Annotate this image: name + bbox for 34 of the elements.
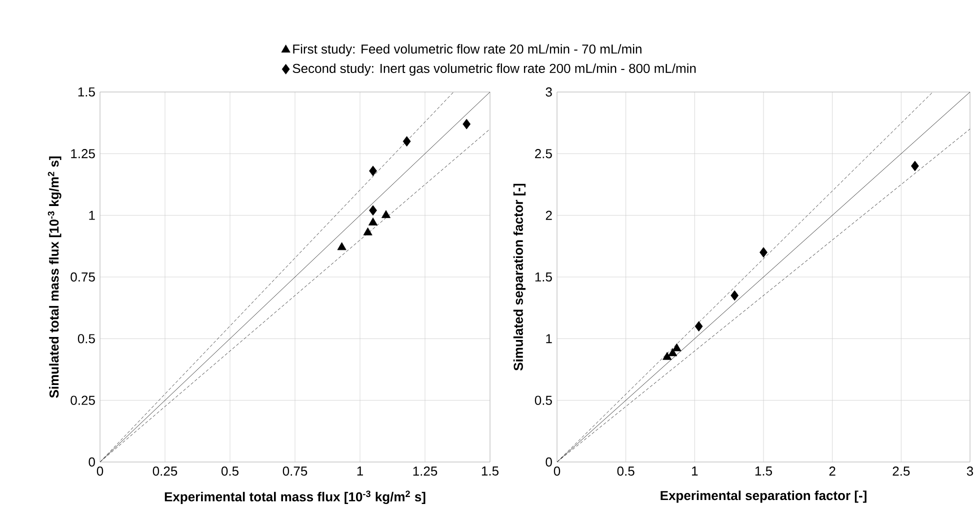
y-tick-label: 1.5 (78, 87, 95, 97)
x-tick-label: 0 (96, 466, 104, 476)
y-tick-label: 1.25 (71, 149, 95, 158)
y-tick-label: 0 (88, 457, 95, 467)
y-tick-label: 2.5 (535, 149, 552, 158)
y-tick-label: 0.25 (70, 396, 95, 405)
y-tick-label: 1 (546, 334, 552, 344)
x-tick-label: 0.5 (617, 466, 634, 476)
x-tick-label: 0.25 (152, 466, 178, 476)
x-tick-label: 1.5 (482, 466, 498, 476)
y-axis-title: Simulated separation factor [-] (513, 184, 526, 371)
x-tick-label: 2 (829, 466, 836, 476)
legend-label: Second study: Inert gas volumetric flow rate 200 mL/min - 800 mL/min (292, 63, 696, 76)
x-tick-label: 0.5 (221, 466, 238, 476)
x-tick-label: 1.25 (413, 466, 438, 476)
y-tick-label: 0.5 (78, 334, 95, 344)
y-tick-label: 0.75 (70, 272, 95, 282)
x-axis-title: Experimental total mass flux [10$^{-3}$ kg/m$^{2}$ s] (164, 490, 426, 504)
x-tick-label: 1 (692, 466, 698, 476)
y-tick-label: 2 (546, 210, 552, 220)
y-tick-label: 0.5 (534, 396, 552, 405)
y-tick-label: 3 (546, 87, 552, 97)
x-tick-label: 0.75 (282, 466, 308, 476)
x-tick-label: 3 (966, 466, 974, 476)
x-axis-title: Experimental separation factor [-] (660, 490, 866, 503)
legend-label: First study: Feed volumetric flow rate 20 mL/min - 70 mL/min (293, 44, 642, 56)
y-tick-label: 1 (89, 210, 95, 220)
x-tick-label: 2.5 (892, 466, 910, 476)
y-tick-label: 0 (546, 457, 552, 467)
y-axis-title: Simulated total mass flux [10$^{-3}$ kg/m$^{2}$ s] (48, 156, 62, 398)
x-tick-label: 0 (554, 466, 560, 476)
x-tick-label: 1.5 (755, 466, 772, 476)
x-tick-label: 1 (357, 466, 363, 476)
y-tick-label: 1.5 (535, 272, 552, 282)
